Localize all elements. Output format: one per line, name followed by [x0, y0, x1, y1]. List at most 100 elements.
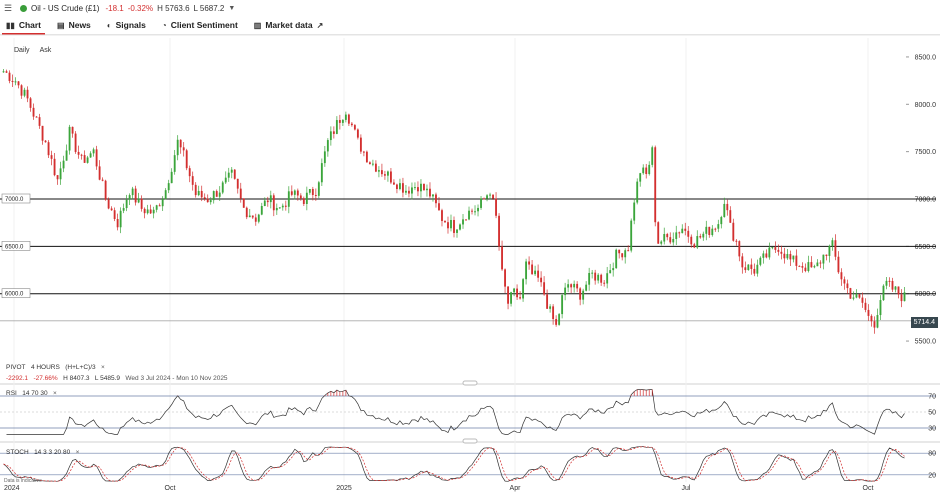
candle-body: [837, 256, 840, 273]
pivot-name: PIVOT: [6, 364, 26, 371]
candle-body: [89, 153, 92, 158]
session-low: L 5687.2: [193, 3, 225, 13]
candle-body: [843, 279, 846, 284]
tab-market-data[interactable]: ▥ Market data ↗: [248, 16, 330, 35]
chart-options: Daily Ask: [14, 47, 51, 54]
candle-body: [29, 98, 32, 108]
candle-body: [564, 287, 567, 296]
candle-body: [687, 230, 690, 237]
candle-body: [311, 189, 314, 196]
y-tick-label: 8500.0: [915, 54, 937, 61]
candle-body: [903, 292, 906, 302]
candle-body: [492, 194, 494, 199]
candle-body: [35, 116, 38, 118]
candle-body: [465, 219, 467, 221]
candle-body: [714, 228, 717, 230]
pivot-legend: PIVOT 4 HOURS (H+L+C)/3 ×: [6, 364, 105, 371]
candle-body: [338, 120, 341, 123]
tab-chart[interactable]: ▮▮ Chart: [0, 16, 47, 35]
candle-body: [750, 264, 753, 269]
pivot-close-icon[interactable]: ×: [101, 364, 105, 371]
candle-body: [218, 192, 221, 197]
stoch-close-icon[interactable]: ×: [75, 449, 80, 456]
candle-body: [104, 180, 107, 200]
candle-body: [405, 190, 407, 193]
candle-body: [879, 300, 882, 316]
candle-body: [861, 297, 864, 303]
candle-body: [56, 175, 59, 180]
candle-body: [20, 85, 23, 96]
candle-body: [840, 272, 843, 280]
candle-body: [284, 205, 287, 207]
candle-body: [582, 290, 585, 300]
candle-body: [483, 198, 485, 200]
instrument-dropdown-icon[interactable]: ▼: [228, 4, 236, 12]
candle-body: [107, 199, 110, 209]
tab-client-sentiment[interactable]: ◔ Client Sentiment: [156, 16, 244, 35]
candle-body: [603, 282, 606, 284]
pivot-level-tag: [1, 193, 31, 204]
tab-signals[interactable]: ◐ Signals: [101, 16, 152, 35]
candle-body: [347, 114, 350, 124]
candle-body: [146, 209, 149, 214]
candle-body: [344, 114, 347, 120]
candle-body: [726, 203, 729, 211]
candle-body: [663, 234, 666, 242]
candle-body: [320, 163, 323, 183]
candle-body: [149, 209, 152, 214]
candle-body: [308, 189, 311, 193]
candle-body: [867, 309, 870, 316]
pivot-date-range: Wed 3 Jul 2024 - Mon 10 Nov 2025: [125, 375, 228, 382]
candle-body: [438, 203, 440, 211]
session-high: H 5763.6: [157, 3, 190, 13]
candle-body: [777, 249, 780, 252]
candle-body: [648, 164, 651, 175]
data-disclaimer: Data is indicative: [4, 478, 42, 484]
candle-body: [540, 277, 543, 283]
candle-body: [374, 163, 377, 172]
pivot-formula: (H+L+C)/3: [65, 364, 96, 371]
candle-body: [411, 187, 413, 194]
y-tick-label: 5500.0: [915, 339, 937, 346]
candle-body: [486, 195, 488, 199]
candle-body: [471, 210, 473, 212]
rsi-tick-label: 70: [928, 394, 936, 401]
rsi-params: 14 70 30: [22, 390, 48, 397]
candle-body: [62, 160, 65, 169]
candle-body: [14, 81, 17, 83]
candle-body: [771, 247, 774, 249]
candle-body: [101, 179, 104, 181]
candle-body: [579, 288, 582, 300]
tab-market-data-label: Market data: [265, 20, 313, 30]
candle-body: [480, 198, 482, 208]
sentiment-icon: ◔: [161, 20, 167, 30]
hamburger-menu-icon[interactable]: ☰: [3, 2, 13, 13]
pivot-level-tag: [1, 241, 31, 251]
candle-body: [161, 199, 164, 207]
candle-body: [732, 222, 735, 241]
candle-body: [819, 262, 822, 264]
candle-body: [362, 151, 365, 153]
rsi-close-icon[interactable]: ×: [53, 390, 57, 397]
candle-body: [798, 265, 801, 267]
candle-body: [459, 224, 461, 230]
candle-body: [885, 280, 888, 286]
candle-body: [170, 171, 173, 184]
pane-resize-handle: [462, 380, 478, 386]
price-side-selector[interactable]: Ask: [39, 47, 52, 54]
candle-body: [188, 168, 191, 177]
candle-body: [525, 261, 528, 280]
candle-body: [498, 215, 500, 247]
candle-body: [113, 210, 116, 220]
candle-body: [504, 269, 506, 287]
candle-body: [510, 292, 512, 304]
interval-selector[interactable]: Daily: [14, 47, 30, 54]
candle-body: [77, 151, 80, 155]
candle-body: [435, 194, 437, 204]
tab-news[interactable]: ▤ News: [51, 16, 97, 35]
candle-body: [600, 274, 603, 283]
candle-body: [414, 187, 416, 189]
candle-body: [606, 273, 609, 284]
stoch-tick-label: 20: [928, 472, 936, 479]
